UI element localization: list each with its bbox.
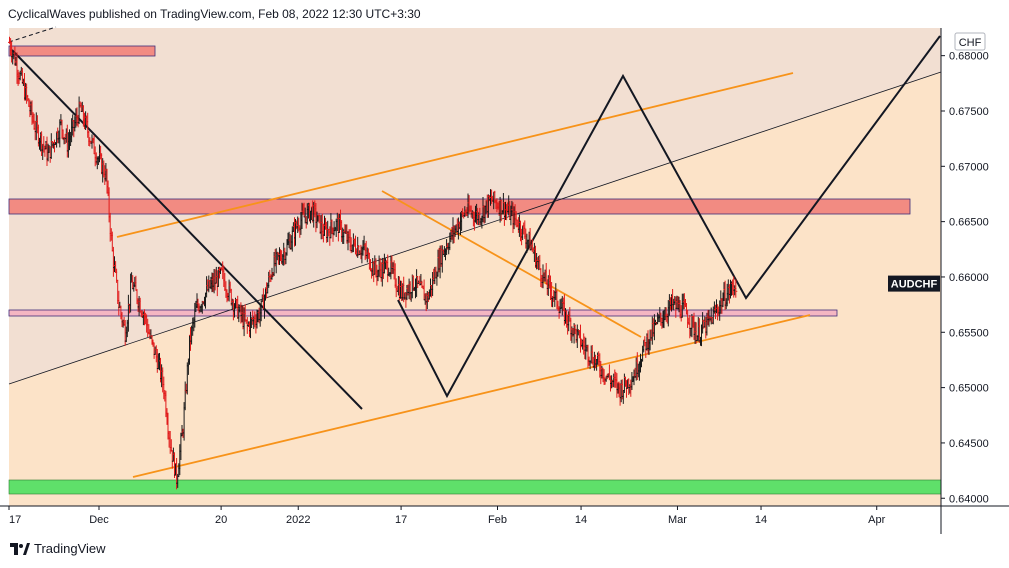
x-tick-label: 14 bbox=[755, 514, 767, 526]
projected-path bbox=[397, 35, 941, 399]
dashed-trend-extension bbox=[8, 26, 57, 43]
x-tick-label: 20 bbox=[215, 514, 227, 526]
axes: 0.68000 0.67500 0.67000 0.66500 0.66000 0.655… bbox=[0, 28, 1009, 534]
x-tick-label: 14 bbox=[575, 514, 587, 526]
channel-upper-line bbox=[116, 72, 794, 238]
price-bar bbox=[734, 279, 738, 298]
price-chart[interactable]: 0.68000 0.67500 0.67000 0.66500 0.66000 0.655… bbox=[0, 0, 1009, 540]
x-tick-label: Mar bbox=[668, 514, 687, 526]
zones bbox=[8, 45, 942, 495]
top-zone bbox=[8, 45, 156, 57]
x-tick-label: Apr bbox=[868, 514, 885, 526]
downtrend-line bbox=[11, 49, 363, 410]
y-tick-label: 0.64500 bbox=[949, 438, 989, 450]
x-tick-label: Feb bbox=[488, 514, 507, 526]
symbol-price-tag bbox=[888, 275, 940, 292]
y-tick-label: 0.68000 bbox=[949, 51, 989, 63]
x-tick-label: 2022 bbox=[286, 514, 310, 526]
symbol-label: AUDCHF bbox=[891, 279, 938, 291]
long-trend-line bbox=[8, 71, 942, 385]
chart-background bbox=[9, 28, 941, 506]
tradingview-logo-icon bbox=[10, 542, 30, 555]
y-tick-label: 0.66000 bbox=[949, 272, 989, 284]
currency-label: CHF bbox=[959, 37, 982, 49]
x-tick-label: 17 bbox=[395, 514, 407, 526]
tradingview-brand: TradingView bbox=[34, 541, 106, 556]
channel-lower-line bbox=[132, 314, 811, 478]
support-zone bbox=[8, 479, 942, 495]
mid-zone bbox=[8, 309, 838, 317]
trend-lines bbox=[8, 26, 942, 478]
footer-brand: TradingView bbox=[10, 541, 106, 556]
x-tick-label: 17 bbox=[9, 514, 21, 526]
currency-box bbox=[954, 32, 986, 51]
y-tick-label: 0.65500 bbox=[949, 327, 989, 339]
publisher-line: CyclicalWaves published on TradingView.c… bbox=[8, 7, 421, 21]
resistance-zone bbox=[8, 198, 911, 215]
x-tick-label: Dec bbox=[89, 514, 109, 526]
y-tick-label: 0.67000 bbox=[949, 161, 989, 173]
y-tick-label: 0.65000 bbox=[949, 383, 989, 395]
price-bars bbox=[8, 36, 738, 490]
wedge-upper-line bbox=[381, 190, 642, 338]
y-tick-label: 0.66500 bbox=[949, 217, 989, 229]
y-tick-label: 0.64000 bbox=[949, 493, 989, 505]
y-tick-label: 0.67500 bbox=[949, 106, 989, 118]
